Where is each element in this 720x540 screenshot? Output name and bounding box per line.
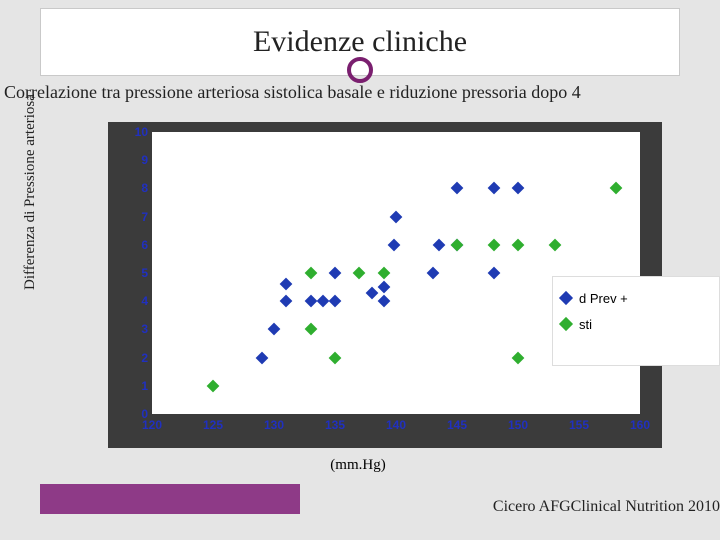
chart-plot-area xyxy=(152,132,640,414)
chart-y-tick: 6 xyxy=(124,238,148,252)
chart-x-tick: 125 xyxy=(198,418,228,432)
chart-x-tick: 145 xyxy=(442,418,472,432)
accent-bar xyxy=(40,484,300,514)
chart-y-tick: 8 xyxy=(124,181,148,195)
legend-label: sti xyxy=(579,317,592,332)
chart-x-tick: 160 xyxy=(625,418,655,432)
chart-legend: d Prev + sti xyxy=(552,276,720,366)
chart-y-tick: 7 xyxy=(124,210,148,224)
chart-y-tick: 1 xyxy=(124,379,148,393)
slide-title: Evidenze cliniche xyxy=(253,25,467,59)
chart-x-tick: 120 xyxy=(137,418,167,432)
chart-y-tick: 5 xyxy=(124,266,148,280)
slide: Evidenze cliniche Correlazione tra press… xyxy=(0,0,720,540)
diamond-icon xyxy=(559,291,573,305)
chart-x-axis-label: (mm.Hg) xyxy=(228,452,488,478)
chart-y-tick: 4 xyxy=(124,294,148,308)
legend-item-sogetti: sti xyxy=(561,311,713,337)
diamond-icon xyxy=(559,317,573,331)
chart-y-axis-label: Differenza di Pressione arteriosa xyxy=(22,94,39,290)
chart-x-tick: 140 xyxy=(381,418,411,432)
chart-x-tick: 150 xyxy=(503,418,533,432)
title-accent-circle xyxy=(347,57,373,83)
chart-y-tick: 3 xyxy=(124,322,148,336)
chart-x-tick: 135 xyxy=(320,418,350,432)
chart-y-tick: 10 xyxy=(124,125,148,139)
citation-text: Cicero AFGClinical Nutrition 2010 xyxy=(400,498,720,516)
slide-subtitle: Correlazione tra pressione arteriosa sis… xyxy=(0,82,720,103)
legend-item-prev: d Prev + xyxy=(561,285,713,311)
chart-x-tick: 155 xyxy=(564,418,594,432)
chart-y-tick: 9 xyxy=(124,153,148,167)
chart-y-tick: 2 xyxy=(124,351,148,365)
legend-label: d Prev + xyxy=(579,291,628,306)
chart-x-tick: 130 xyxy=(259,418,289,432)
